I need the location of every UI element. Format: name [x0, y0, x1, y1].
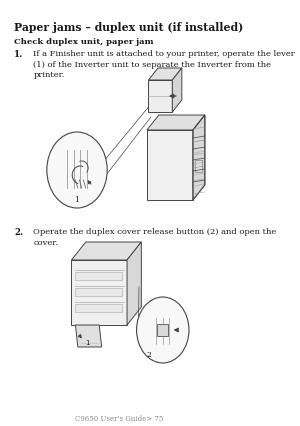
- Text: If a Finisher unit is attached to your printer, operate the lever
(1) of the Inv: If a Finisher unit is attached to your p…: [33, 50, 295, 79]
- Bar: [75, 304, 122, 312]
- Bar: [148, 80, 172, 112]
- Bar: [75, 288, 122, 296]
- Polygon shape: [148, 68, 182, 80]
- Circle shape: [47, 132, 107, 208]
- Bar: [71, 260, 127, 325]
- Polygon shape: [172, 68, 182, 112]
- Bar: [75, 272, 122, 280]
- Text: Operate the duplex cover release button (2) and open the
cover.: Operate the duplex cover release button …: [33, 228, 277, 247]
- Polygon shape: [147, 115, 205, 130]
- Text: Check duplex unit, paper jam: Check duplex unit, paper jam: [14, 38, 154, 46]
- Text: C9650 User’s Guide> 75: C9650 User’s Guide> 75: [75, 415, 163, 423]
- Circle shape: [136, 297, 189, 363]
- Polygon shape: [127, 242, 141, 325]
- Text: 1.: 1.: [14, 50, 23, 59]
- Bar: [157, 324, 168, 336]
- Polygon shape: [193, 115, 205, 200]
- Bar: [147, 130, 193, 200]
- Text: Paper jams – duplex unit (if installed): Paper jams – duplex unit (if installed): [14, 22, 244, 33]
- Bar: [195, 160, 203, 172]
- Polygon shape: [71, 242, 141, 260]
- Text: 2.: 2.: [14, 228, 23, 237]
- Polygon shape: [75, 325, 102, 347]
- Text: 2: 2: [146, 351, 151, 359]
- Text: 1: 1: [85, 340, 90, 346]
- Text: 1: 1: [75, 196, 80, 204]
